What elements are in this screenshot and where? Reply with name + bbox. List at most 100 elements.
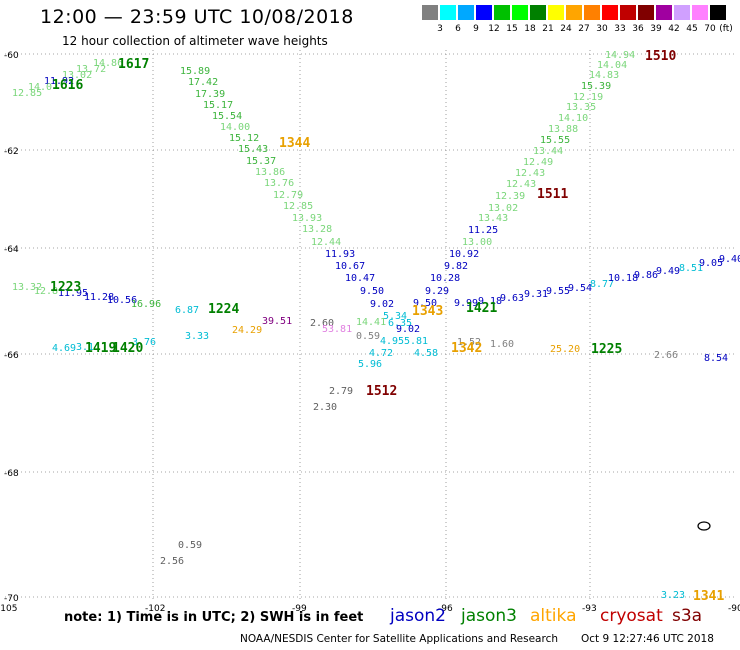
wave-height-value: 15.54 bbox=[212, 111, 242, 122]
wave-height-value: 13.72 bbox=[76, 64, 106, 75]
y-tick-label: -64 bbox=[4, 245, 19, 255]
legend-swatch bbox=[494, 5, 510, 20]
y-tick-label: -68 bbox=[4, 469, 19, 479]
wave-height-value: 14.00 bbox=[220, 122, 250, 133]
legend-label: 9 bbox=[473, 24, 479, 34]
pass-time-label: 1512 bbox=[366, 384, 397, 399]
legend-label: 12 bbox=[488, 24, 500, 34]
wave-height-value: 15.89 bbox=[180, 66, 210, 77]
wave-height-value: 0.59 bbox=[356, 331, 380, 342]
wave-height-value: 17.39 bbox=[195, 89, 225, 100]
pass-time-label: 1420 bbox=[112, 341, 143, 356]
wave-height-value: 13.32 bbox=[12, 282, 42, 293]
wave-height-value: 5.34 bbox=[383, 311, 407, 322]
axis-tick-labels: -60 -62 -64 -66 -68 -70-105 -102 -99 -96 -93 -90 bbox=[0, 51, 740, 614]
wave-height-value: 15.55 bbox=[540, 135, 570, 146]
wave-height-value: 2.30 bbox=[313, 402, 337, 413]
legend-swatch bbox=[422, 5, 438, 20]
wave-height-observations: 14.8613.7213.0211.9214.012.8515.8917.421… bbox=[12, 50, 740, 601]
footnote: note: 1) Time is in UTC; 2) SWH is in fe… bbox=[64, 610, 364, 625]
y-tick-label: -70 bbox=[4, 594, 19, 604]
wave-height-value: 10.47 bbox=[345, 273, 375, 284]
wave-height-value: 11.25 bbox=[468, 225, 498, 236]
wave-height-value: 12.8 bbox=[34, 286, 58, 297]
wave-height-value: 13.43 bbox=[478, 213, 508, 224]
wave-height-value: 9.05 bbox=[699, 258, 723, 269]
wave-height-value: 10.92 bbox=[449, 249, 479, 260]
x-tick-label: -102 bbox=[145, 604, 165, 614]
wave-height-value: 12.79 bbox=[273, 190, 303, 201]
wave-height-value: 15.37 bbox=[246, 156, 276, 167]
wave-height-value: 15.12 bbox=[229, 133, 259, 144]
wave-height-value: 5.81 bbox=[404, 336, 428, 347]
wave-height-value: 3.33 bbox=[185, 331, 209, 342]
wave-height-value: 24.29 bbox=[232, 325, 262, 336]
wave-height-value: 12.43 bbox=[515, 168, 545, 179]
wave-height-value: 9.18 bbox=[478, 296, 502, 307]
wave-height-value: 1.52 bbox=[457, 337, 481, 348]
wave-height-value: 4.72 bbox=[369, 348, 393, 359]
wave-height-value: 9.54 bbox=[568, 283, 592, 294]
wave-height-value: 4.69 bbox=[52, 343, 76, 354]
wave-height-value: 3.1 bbox=[76, 342, 94, 353]
x-tick-label: -99 bbox=[292, 604, 307, 614]
pass-time-label: 1419 bbox=[85, 341, 116, 356]
pass-time-label: 1342 bbox=[451, 341, 482, 356]
wave-height-value: 10.67 bbox=[335, 261, 365, 272]
wave-height-value: 10.18 bbox=[608, 273, 638, 284]
legend-label: 70 bbox=[704, 24, 716, 34]
wave-height-value: 25.20 bbox=[550, 344, 580, 355]
wave-height-value: 2.60 bbox=[310, 318, 334, 329]
wave-height-value: 9.02 bbox=[396, 324, 420, 335]
wave-height-value: 4.95 bbox=[380, 336, 404, 347]
page-subtitle: 12 hour collection of altimeter wave hei… bbox=[62, 34, 328, 48]
legend-label: 45 bbox=[686, 24, 698, 34]
island-outline bbox=[697, 521, 711, 531]
wave-height-value: 13.44 bbox=[533, 146, 563, 157]
wave-height-value: 9.02 bbox=[370, 299, 394, 310]
legend-label: 33 bbox=[614, 24, 626, 34]
wave-height-value: 2.66 bbox=[654, 350, 678, 361]
x-tick-label: -105 bbox=[0, 604, 17, 614]
legend-label: 6 bbox=[455, 24, 461, 34]
legend-swatch bbox=[440, 5, 456, 20]
x-tick-label: -90 bbox=[728, 604, 740, 614]
wave-height-value: 12.39 bbox=[495, 191, 525, 202]
pass-time-labels: 1617 1616 1344 1510 1511 1223 1224 1343 1421 1419… bbox=[50, 49, 724, 604]
wave-height-value: 8.54 bbox=[704, 353, 728, 364]
wave-height-value: 16.96 bbox=[131, 299, 161, 310]
wave-height-value: 11.95 bbox=[58, 288, 88, 299]
legend-unit: (ft) bbox=[719, 24, 733, 34]
pass-time-label: 1421 bbox=[466, 301, 497, 316]
wave-height-value: 3.76 bbox=[132, 337, 156, 348]
legend-label: 30 bbox=[596, 24, 608, 34]
pass-time-label: 1223 bbox=[50, 280, 81, 295]
pass-time-label: 1343 bbox=[412, 304, 443, 319]
x-tick-label: -93 bbox=[582, 604, 597, 614]
wave-height-value: 9.31 bbox=[524, 289, 548, 300]
wave-height-value: 9.40 bbox=[719, 254, 740, 265]
wave-height-value: 13.88 bbox=[548, 124, 578, 135]
wave-height-value: 9.63 bbox=[500, 293, 524, 304]
legend-swatch bbox=[458, 5, 474, 20]
satellite-name: altika bbox=[530, 606, 577, 626]
wave-height-value: 15.43 bbox=[238, 144, 268, 155]
legend-swatch bbox=[620, 5, 636, 20]
wave-height-value: 14.86 bbox=[93, 58, 123, 69]
wave-height-value: 12.44 bbox=[311, 237, 341, 248]
legend-label: 18 bbox=[524, 24, 536, 34]
legend-swatch bbox=[692, 5, 708, 20]
wave-height-value: 13.02 bbox=[488, 203, 518, 214]
pass-time-label: 1225 bbox=[591, 342, 622, 357]
wave-height-value: 9.55 bbox=[546, 286, 570, 297]
wave-height-value: 13.02 bbox=[62, 70, 92, 81]
satellite-name: jason3 bbox=[461, 606, 517, 626]
credit-text: NOAA/NESDIS Center for Satellite Applica… bbox=[240, 633, 558, 645]
legend-label: 39 bbox=[650, 24, 662, 34]
wave-height-value: 4.58 bbox=[414, 348, 438, 359]
wave-height-value: 14.0 bbox=[28, 82, 52, 93]
legend-label: 36 bbox=[632, 24, 644, 34]
wave-height-value: 9.49 bbox=[656, 266, 680, 277]
wave-height-value: 14.10 bbox=[558, 113, 588, 124]
